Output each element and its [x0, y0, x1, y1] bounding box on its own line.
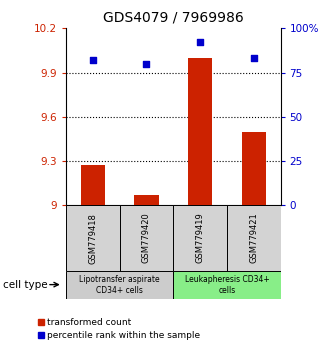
Bar: [227, 205, 280, 271]
Bar: [173, 271, 280, 299]
Text: GSM779419: GSM779419: [196, 213, 205, 263]
Point: [197, 40, 203, 45]
Bar: [242, 132, 266, 205]
Bar: [134, 195, 158, 205]
Bar: [119, 205, 173, 271]
Text: GSM779421: GSM779421: [249, 213, 258, 263]
Text: GSM779420: GSM779420: [142, 213, 151, 263]
Bar: [188, 58, 212, 205]
Point: [90, 57, 95, 63]
Bar: [173, 205, 227, 271]
Bar: [66, 205, 120, 271]
Point: [251, 56, 256, 61]
Text: Leukapheresis CD34+
cells: Leukapheresis CD34+ cells: [184, 275, 269, 295]
Text: cell type: cell type: [3, 280, 48, 290]
Text: GSM779418: GSM779418: [88, 213, 97, 263]
Legend: transformed count, percentile rank within the sample: transformed count, percentile rank withi…: [38, 318, 201, 340]
Bar: [81, 166, 105, 205]
Bar: [66, 271, 173, 299]
Title: GDS4079 / 7969986: GDS4079 / 7969986: [103, 10, 244, 24]
Point: [144, 61, 149, 67]
Text: Lipotransfer aspirate
CD34+ cells: Lipotransfer aspirate CD34+ cells: [79, 275, 160, 295]
